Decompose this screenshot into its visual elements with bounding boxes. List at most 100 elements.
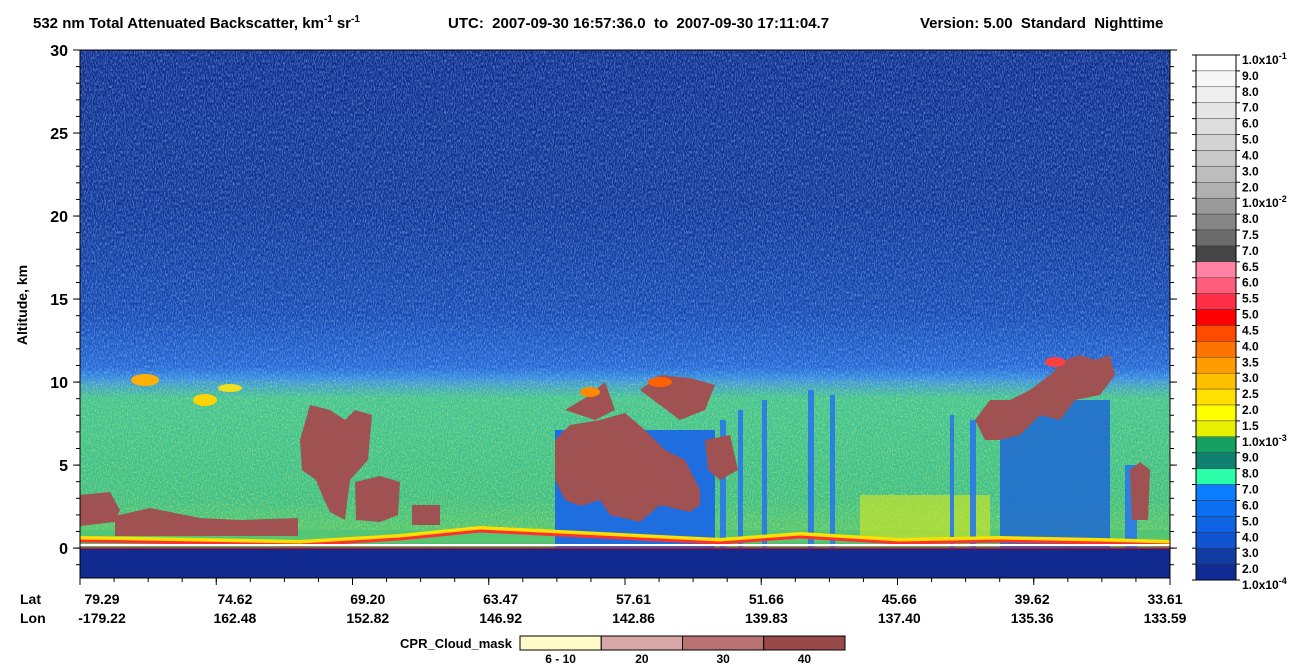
colorbar-label: 6.0 [1242,117,1259,131]
colorbar-label: 3.0 [1242,371,1259,385]
y-tick-label: 20 [50,209,68,226]
colorbar-label-sup: -2 [1279,194,1287,204]
colorbar-cell [1195,309,1237,326]
x-tick-label: 152.82 [346,610,389,626]
cloud-mask-label: 6 - 10 [545,652,576,666]
cloud-tops [131,357,1065,406]
noise [80,50,1170,380]
x-tick-label: 135.36 [1011,610,1054,626]
x-row-label: Lon [20,610,46,626]
x-tick-label: 33.61 [1147,591,1182,607]
aerosol [860,495,990,540]
clouds [80,355,1150,536]
colorbar: 1.0x10-19.08.07.06.05.04.03.02.01.0x10-2… [1192,51,1287,592]
x-tick-label: 146.92 [479,610,522,626]
colorbar-label: 7.0 [1242,483,1259,497]
colorbar-cell [1195,420,1237,438]
x-tick-label: 63.47 [483,591,518,607]
colorbar-label: 2.5 [1242,387,1259,401]
x-tick-label: 142.86 [612,610,655,626]
colorbar-cell [1195,86,1237,103]
colorbar-cell [1195,341,1237,358]
x-tick-label: 139.83 [745,610,788,626]
colorbar-cell [1195,357,1237,374]
colorbar-label: 5.0 [1242,133,1259,147]
colorbar-label: 1.0x10-3 [1242,433,1287,449]
colorbar-label: 8.0 [1242,85,1259,99]
cloud-mask-legend: CPR_Cloud_mask 6 - 10 20 30 40 [400,635,846,666]
colorbar-label: 8.0 [1242,212,1259,226]
colorbar-cell [1195,229,1237,247]
colorbar-label: 1.0x10-1 [1242,51,1287,67]
colorbar-cell [1195,293,1237,310]
colorbar-label: 6.5 [1242,260,1259,274]
colorbar-label-base: 1.0x10 [1242,435,1279,449]
x-tick-label: 69.20 [350,591,385,607]
colorbar-cell [1195,245,1237,263]
colorbar-label: 7.5 [1242,228,1259,242]
colorbar-label-base: 1.0x10 [1242,53,1279,67]
colorbar-cell [1195,261,1237,278]
chart-title: 532 nm Total Attenuated Backscatter, km-… [33,14,360,32]
colorbar-cell [1195,452,1237,469]
surface-band [80,525,1170,545]
x-tick-label: 137.40 [878,610,921,626]
colorbar-cell [1195,484,1237,501]
title-sup: -1 [324,14,333,25]
colorbar-label: 4.0 [1242,530,1259,544]
colorbar-cell [1195,197,1237,215]
colorbar-cell [1195,325,1237,342]
colorbar-label-base: 1.0x10 [1242,578,1279,592]
colorbar-label-sup: -1 [1279,51,1287,61]
x-tick-label: 79.29 [84,591,119,607]
cloud-mask-title: CPR_Cloud_mask [400,636,513,651]
y-axis-title: Altitude, km [14,265,30,345]
title-sup: -1 [351,14,360,25]
cloud-mask-swatch [682,635,765,651]
colorbar-label: 7.0 [1242,101,1259,115]
y-tick-label: 30 [50,43,68,60]
colorbar-cell [1195,54,1237,72]
colorbar-label: 7.0 [1242,244,1259,258]
colorbar-label: 6.0 [1242,276,1259,290]
colorbar-frame [1195,54,1237,581]
time-range: UTC: 2007-09-30 16:57:36.0 to 2007-09-30… [448,15,829,32]
y-tick-label: 0 [59,541,68,558]
subsurface [80,548,1170,578]
colorbar-cell [1195,388,1237,406]
colorbar-label: 5.0 [1242,514,1259,528]
y-tick-label: 15 [50,292,68,309]
colorbar-label: 4.5 [1242,323,1259,337]
x-tick-label: 57.61 [616,591,651,607]
x-row-label: Lat [20,591,41,607]
x-tick-label: 45.66 [882,591,917,607]
cloud-mask-label: 40 [798,652,812,666]
colorbar-cell [1195,500,1237,517]
colorbar-label: 1.0x10-2 [1242,194,1287,210]
colorbar-label: 4.0 [1242,339,1259,353]
title-row: 532 nm Total Attenuated Backscatter, km-… [33,14,1163,32]
title-text: 532 nm Total Attenuated Backscatter, km [33,15,324,32]
colorbar-cell [1195,166,1237,183]
colorbar-cell [1195,213,1237,231]
colorbar-cell [1195,150,1237,167]
colorbar-label: 1.5 [1242,419,1259,433]
cloud-mask-swatch [519,635,602,651]
colorbar-cell [1195,532,1237,549]
version: Version: 5.00 Standard Nighttime [920,15,1163,32]
y-tick-label: 10 [50,375,68,392]
colorbar-cell [1195,516,1237,533]
colorbar-label: 3.0 [1242,164,1259,178]
x-tick-label: 39.62 [1015,591,1050,607]
title-text: sr [337,15,351,32]
colorbar-cell [1195,118,1237,135]
colorbar-label: 9.0 [1242,69,1259,83]
colorbar-cell [1195,547,1237,565]
colorbar-cell [1195,372,1237,390]
colorbar-cell [1195,70,1237,88]
curtain-image [80,50,1170,578]
colorbar-label: 3.0 [1242,546,1259,560]
colorbar-label: 5.5 [1242,292,1259,306]
colorbar-cell [1195,134,1237,151]
